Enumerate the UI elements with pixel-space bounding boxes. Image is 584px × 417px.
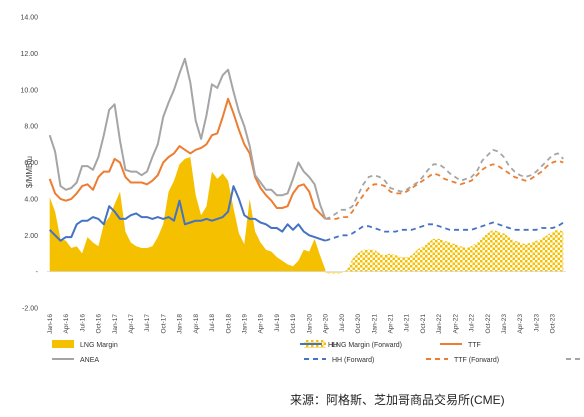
- y-tick-label: 4.00: [24, 196, 38, 203]
- x-tick-label: Jul-20: [339, 314, 346, 332]
- y-tick-label: 8.00: [24, 124, 38, 131]
- x-tick-label: Jan-21: [371, 314, 378, 334]
- x-tick-label: Oct-22: [485, 314, 492, 334]
- plot-area: [47, 57, 566, 274]
- legend-item-anea-forward: ANEA (Forward): [566, 358, 584, 360]
- x-tick-label: Oct-16: [96, 314, 103, 334]
- series-line-hh: [48, 185, 326, 242]
- series-line-ttf-forward: [325, 159, 564, 220]
- series-line-anea-forward: [325, 148, 564, 220]
- x-tick-label: Oct-18: [225, 314, 232, 334]
- x-tick-label: Jan-16: [47, 314, 54, 334]
- y-tick-label: 6.00: [24, 160, 38, 167]
- x-tick-label: Jan-17: [112, 314, 119, 334]
- y-tick-label: 14.00: [20, 15, 38, 22]
- legend-item-lng-margin: LNG Margin: [52, 340, 118, 349]
- legend-label: LNG Margin: [80, 342, 118, 349]
- y-tick-label: 10.00: [20, 87, 38, 94]
- y-tick-label: 2.00: [24, 233, 38, 240]
- x-tick-label: Apr-23: [517, 314, 524, 334]
- x-tick-label: Jan-19: [242, 314, 249, 334]
- legend-label: HH: [328, 342, 338, 349]
- x-tick-label: Apr-22: [452, 314, 459, 334]
- legend-item-ttf: TTF: [440, 342, 481, 349]
- series-area-lng-margin: [49, 157, 326, 272]
- y-tick-label: -: [36, 269, 39, 276]
- x-tick-label: Oct-19: [290, 314, 297, 334]
- legend: LNG Margin LNG Margin (Forward)HH HH (Forw…: [52, 340, 584, 364]
- x-tick-label: Jul-16: [79, 314, 86, 332]
- x-tick-label: Apr-16: [63, 314, 70, 334]
- legend-item-ttf-forward: TTF (Forward): [426, 357, 499, 364]
- x-tick-label: Oct-20: [355, 314, 362, 334]
- series-line-hh-forward: [325, 221, 564, 242]
- legend-label: ANEA: [80, 357, 99, 364]
- x-tick-label: Oct-21: [420, 314, 427, 334]
- x-tick-label: Jan-23: [501, 314, 508, 334]
- series-area-lng-margin-forward: [325, 229, 564, 274]
- x-tick-label: Jul-21: [404, 314, 411, 332]
- x-tick-label: Oct-23: [550, 314, 557, 334]
- x-axis: Jan-16 Apr-16 Jul-16 Oct-16 Jan-17 Apr-17 Jul-…: [47, 314, 557, 334]
- legend-label: TTF: [468, 342, 481, 349]
- x-tick-label: Jul-17: [144, 314, 151, 332]
- x-tick-label: Jul-22: [469, 314, 476, 332]
- series-line-ttf: [48, 97, 327, 220]
- x-tick-label: Apr-21: [387, 314, 394, 334]
- y-tick-label: -2.00: [22, 306, 38, 313]
- x-tick-label: Jan-20: [306, 314, 313, 334]
- x-tick-label: Jul-19: [274, 314, 281, 332]
- x-tick-label: Oct-17: [160, 314, 167, 334]
- y-axis-title: $/MMBtu: [25, 156, 34, 188]
- legend-item-hh-forward: HH (Forward): [304, 357, 374, 364]
- source-note: 来源：阿格斯、芝加哥商品交易所(CME): [290, 392, 505, 407]
- line-layer: [48, 57, 564, 242]
- legend-item-hh: HH: [300, 342, 338, 349]
- area-layer: [49, 157, 564, 274]
- x-tick-label: Jul-18: [209, 314, 216, 332]
- x-tick-label: Jan-22: [436, 314, 443, 334]
- x-tick-label: Apr-19: [258, 314, 265, 334]
- legend-swatch: [52, 340, 74, 348]
- y-tick-label: 12.00: [20, 51, 38, 58]
- series-line-anea: [48, 57, 327, 220]
- legend-label: HH (Forward): [332, 357, 374, 364]
- legend-label: LNG Margin (Forward): [332, 342, 402, 349]
- x-tick-label: Apr-18: [193, 314, 200, 334]
- legend-item-anea: ANEA: [52, 357, 99, 364]
- x-tick-label: Jan-18: [177, 314, 184, 334]
- x-tick-label: Apr-20: [323, 314, 330, 334]
- x-tick-label: Apr-17: [128, 314, 135, 334]
- legend-label: TTF (Forward): [454, 357, 499, 364]
- x-tick-label: Jul-23: [533, 314, 540, 332]
